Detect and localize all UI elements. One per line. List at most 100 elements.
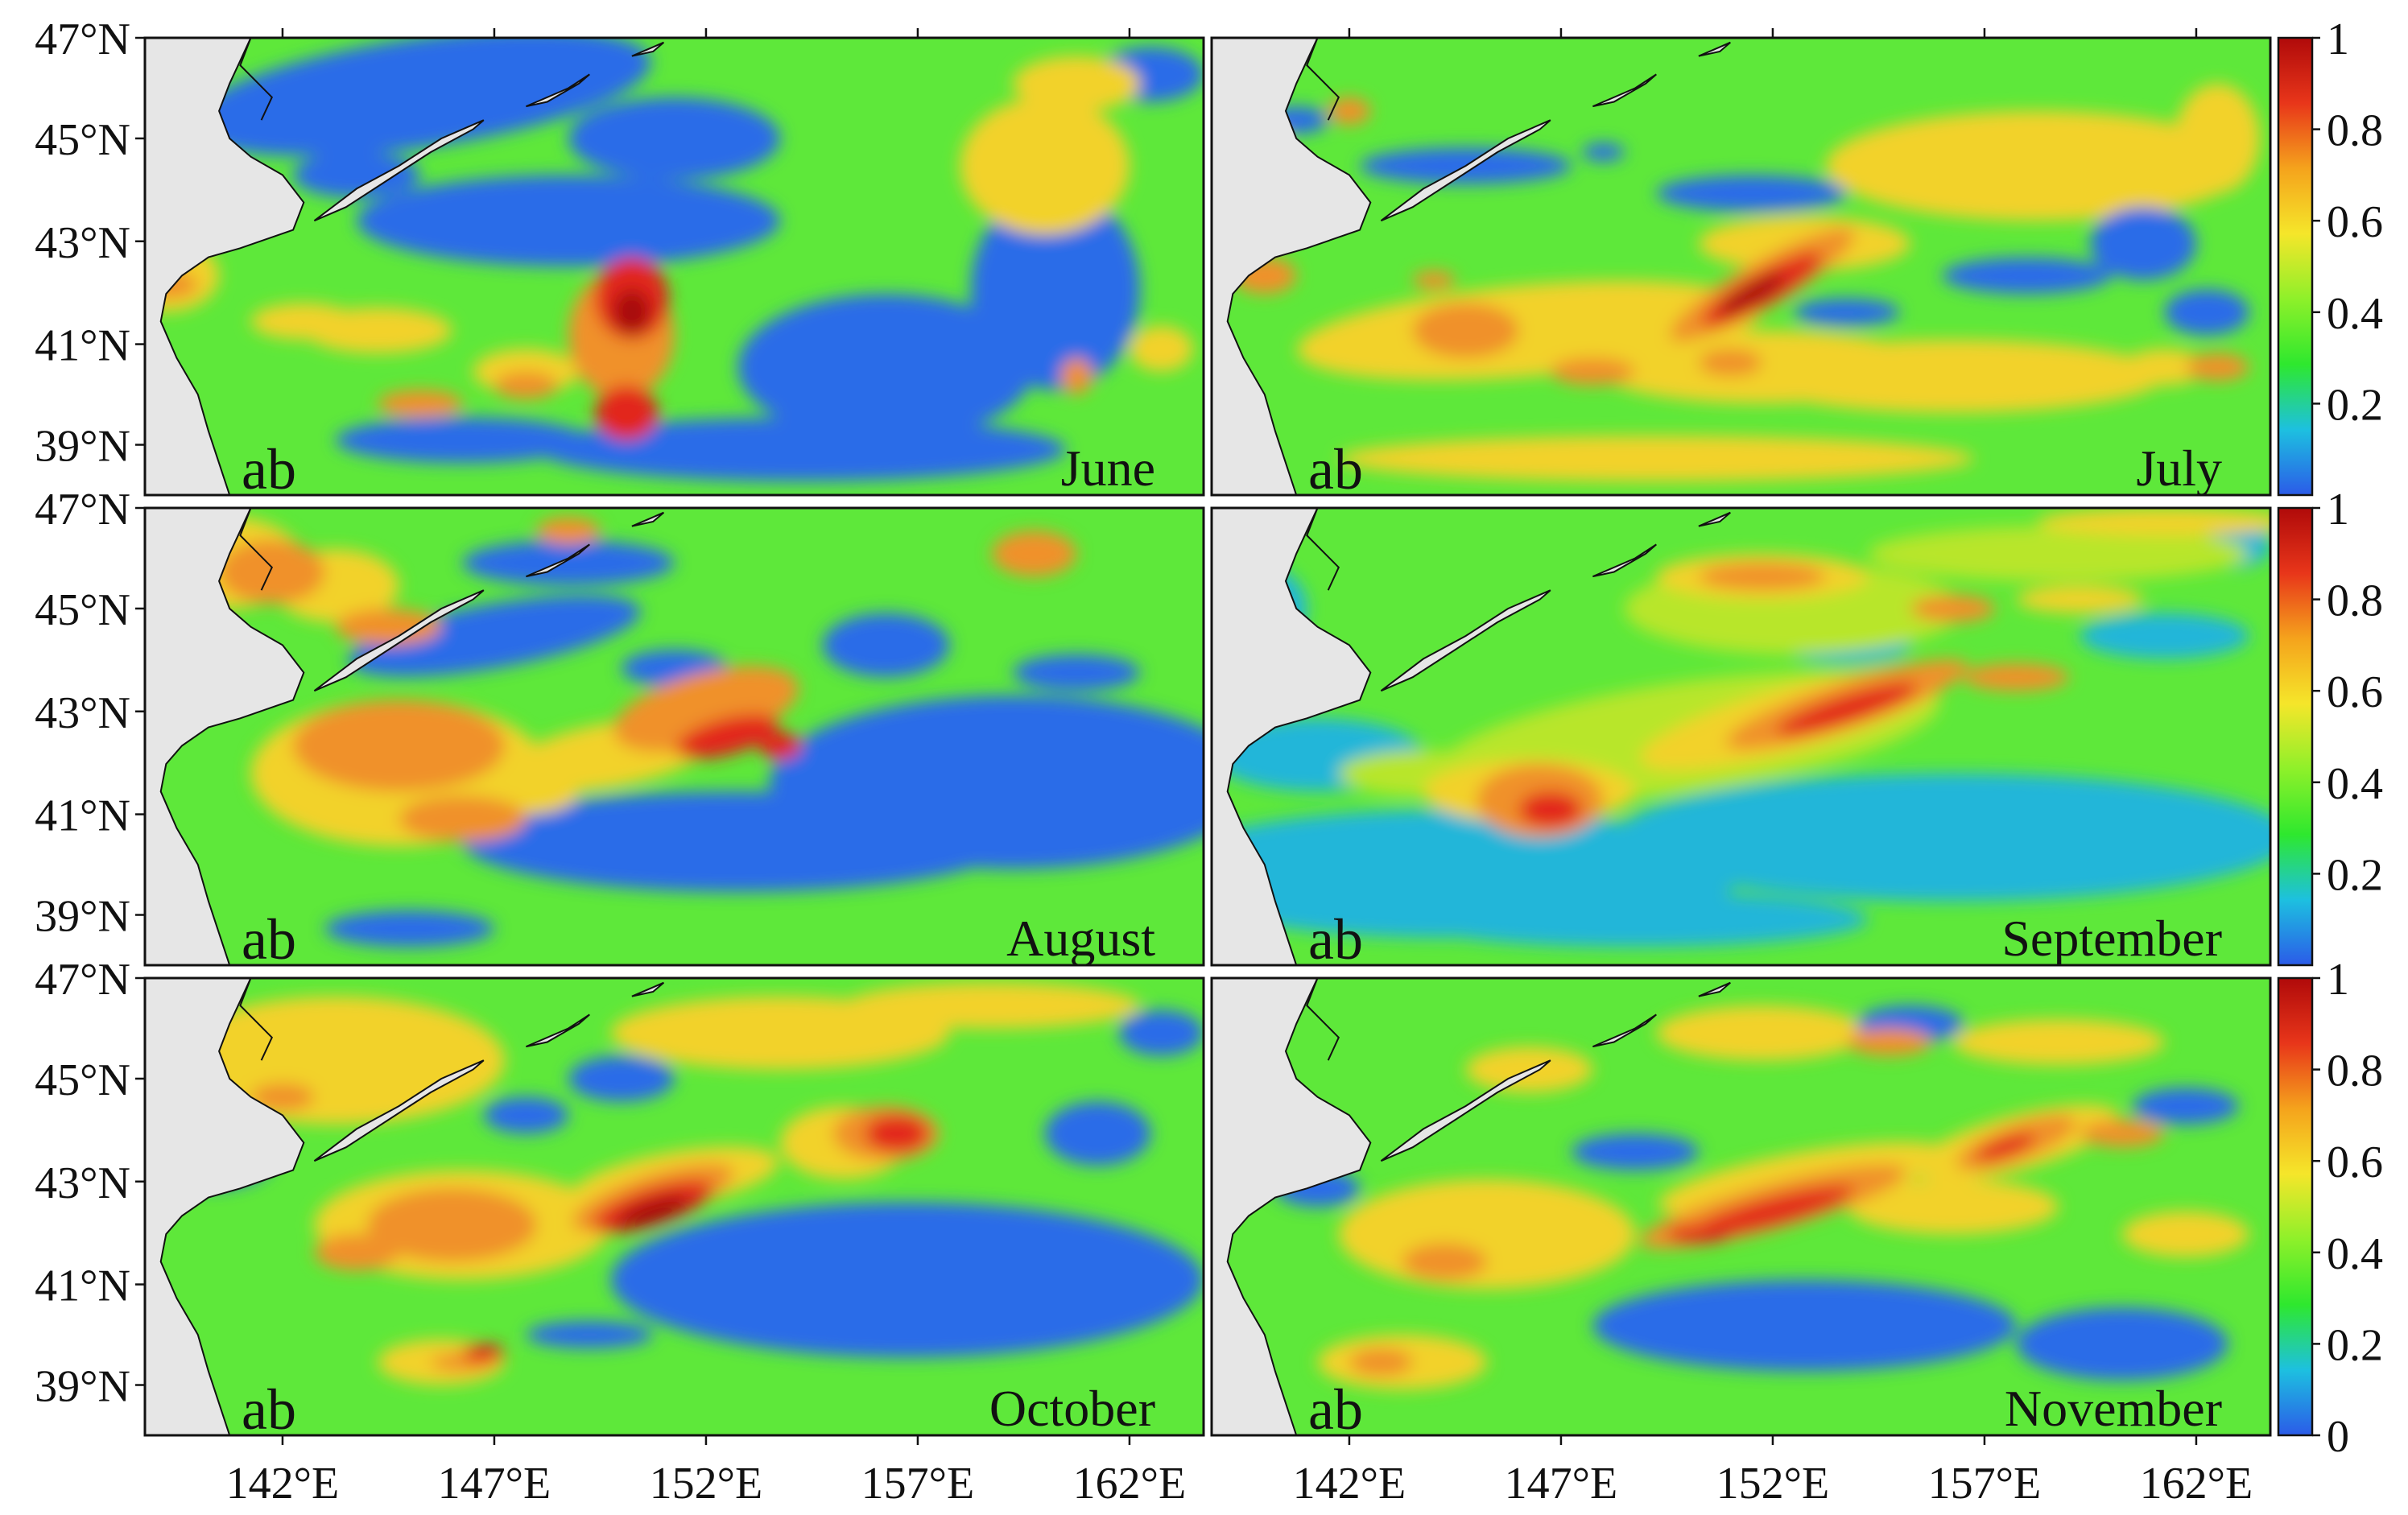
map-panel-october: ab October [143,976,1205,1442]
field-patch [378,390,463,418]
lon-tick-label: 162°E [1073,1459,1187,1509]
land-mass [145,978,305,1435]
land-mass [1212,38,1372,495]
panel-tag: ab [242,907,296,972]
colorbar-tick-label: 1 [2327,955,2349,1005]
field-patch [1910,595,1996,622]
field-patch [357,175,780,266]
island-chain [1380,589,1551,692]
panels-layer: ab June ab July ab August ab September ab October… [143,36,2272,1442]
field-patch [992,530,1077,577]
field-patch [865,1115,929,1152]
field-patch [367,1188,537,1262]
panel-month-label: September [2001,910,2222,967]
island-chain [1380,1059,1551,1162]
field-patch [1741,339,2165,413]
lat-tick-label: 43°N [35,218,130,268]
coastline [239,978,274,1061]
field-patch [2090,207,2196,280]
field-patch [399,795,527,842]
field-patch [494,371,558,399]
panel-tag: ab [1308,907,1363,972]
field-patch [335,609,442,646]
island-chain [1592,73,1657,108]
island-chain [1698,41,1731,57]
field-patch [1550,357,1635,386]
field-patch [1963,663,2070,691]
field-patch [2133,1088,2239,1125]
field-patch [1952,1019,2165,1065]
land-mass [145,38,305,495]
field-patch [293,700,506,792]
map-panel-june: ab June [143,36,1205,502]
lat-tick-label: 47°N [35,14,130,64]
colorbar-tick-label: 0.8 [2327,576,2383,626]
field-patch [1338,1179,1635,1290]
island-chain [631,41,665,57]
lat-tick-label: 41°N [35,321,130,371]
panel-frame [1210,36,2272,497]
field-patch [675,714,779,759]
field-patch [219,539,325,605]
land-mass [1212,978,1372,1435]
field-patch [2175,83,2260,194]
field-patch [1794,298,1900,326]
field-patch [1013,654,1141,691]
colorbar-tick-label: 0.6 [2327,667,2383,717]
field-patch [1698,563,1826,591]
field-patch [335,417,590,464]
island-chain [1592,1013,1657,1048]
island-chain [1592,543,1657,578]
colorbar [2277,36,2314,497]
field-patch [2080,1120,2165,1148]
field-patch [1847,1179,2059,1235]
lat-tick-label: 41°N [35,791,130,841]
lat-tick-label: 39°N [35,1362,130,1412]
field-patch [250,303,357,340]
land-mass [145,508,305,965]
field-patch [2080,613,2249,659]
panel-frame [143,506,1205,967]
panel-frame [143,36,1205,497]
panel-month-label: June [1061,440,1155,497]
map-panel-july: ab July [1210,36,2272,502]
island-chain [1698,981,1731,997]
island-chain [313,119,485,222]
field-patch [1656,1005,1869,1061]
island-chain [631,511,665,527]
lat-tick-label: 39°N [35,892,130,942]
lat-tick-label: 45°N [35,585,130,635]
field-patch [1130,325,1193,372]
field-patch [617,1195,689,1228]
coastline [1306,38,1340,121]
field-patch [1825,110,2249,221]
field-patch [568,97,780,180]
colorbar-tick-label: 0.6 [2327,1137,2383,1187]
field-patch [1667,1224,1731,1244]
coastline [1306,978,1340,1061]
field-patch [1349,1348,1413,1377]
field-patch [1060,357,1092,394]
lat-tick-label: 47°N [35,955,130,1005]
lat-tick-label: 45°N [35,1055,130,1105]
island-chain [313,589,485,692]
lat-tick-label: 45°N [35,115,130,165]
field-patch [462,539,675,586]
field-patch [293,152,420,198]
field-patch [1412,303,1519,358]
lat-tick-label: 43°N [35,688,130,738]
field-patch [843,982,1141,1029]
lon-tick-label: 142°E [226,1459,340,1509]
lon-tick-label: 147°E [438,1459,551,1509]
map-panel-september: ab September [1210,506,2272,972]
field-patch [1776,683,1918,736]
lat-tick-label: 47°N [35,485,130,535]
panel-month-label: July [2136,440,2222,497]
field-patch [1868,526,2249,581]
field-patch [536,417,1067,481]
colorbar-tick-label: 0.4 [2327,759,2383,809]
field-patch [1592,1279,2017,1372]
field-patch [1613,773,2270,902]
island-chain [526,73,590,108]
field-patch [758,732,802,760]
